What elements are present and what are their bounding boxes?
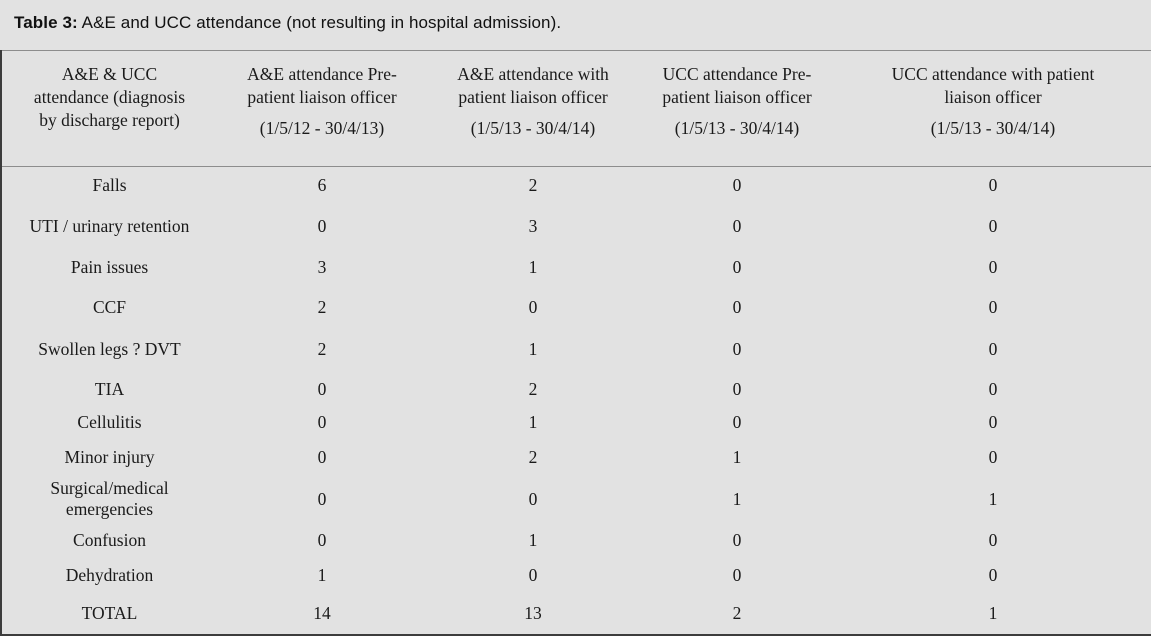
column-header-4: UCC attendance with patient liaison offi… <box>835 50 1151 167</box>
table-row: Falls 6 2 0 0 <box>2 167 1151 205</box>
table-row: Pain issues 3 1 0 0 <box>2 249 1151 288</box>
value-cell: 0 <box>732 338 742 359</box>
column-header-3: UCC attendance Pre- patient liaison offi… <box>639 50 835 167</box>
value-cell: 0 <box>317 446 327 467</box>
value-cell: 1 <box>528 257 538 278</box>
table-row: TIA 0 2 0 0 <box>2 372 1151 407</box>
table-row: CCF 2 0 0 0 <box>2 288 1151 328</box>
column-header-label: A&E attendance with patient liaison offi… <box>457 64 609 108</box>
value-cell: 2 <box>528 175 538 196</box>
value-cell: 0 <box>732 257 742 278</box>
value-cell: 6 <box>317 175 327 196</box>
diagnosis-cell: Falls <box>92 175 127 196</box>
value-cell: 14 <box>313 602 331 623</box>
caption-text: A&E and UCC attendance (not resulting in… <box>77 13 562 32</box>
value-cell: 0 <box>732 565 742 586</box>
value-cell: 1 <box>317 565 327 586</box>
column-header-period: (1/5/13 - 30/4/14) <box>470 118 596 139</box>
value-cell: 0 <box>732 529 742 550</box>
column-header-0: A&E & UCC attendance (diagnosis by disch… <box>2 50 217 167</box>
table-caption: Table 3: A&E and UCC attendance (not res… <box>0 0 1151 50</box>
diagnosis-cell: Swollen legs ? DVT <box>38 338 181 359</box>
table-row: Dehydration 1 0 0 0 <box>2 559 1151 593</box>
value-cell: 0 <box>988 257 998 278</box>
value-cell: 3 <box>528 215 538 236</box>
value-cell: 0 <box>988 529 998 550</box>
value-cell: 0 <box>732 411 742 432</box>
value-cell: 1 <box>732 446 742 467</box>
value-cell: 0 <box>988 446 998 467</box>
value-cell: 0 <box>988 175 998 196</box>
value-cell: 0 <box>988 565 998 586</box>
diagnosis-cell: Surgical/medical emergencies <box>50 477 169 520</box>
caption-label: Table 3: <box>14 13 78 32</box>
column-header-label: UCC attendance with patient liaison offi… <box>891 64 1095 108</box>
table-row: Minor injury 0 2 1 0 <box>2 438 1151 477</box>
value-cell: 1 <box>528 529 538 550</box>
diagnosis-cell: Confusion <box>73 529 146 550</box>
value-cell: 1 <box>988 488 998 509</box>
value-cell: 13 <box>524 602 542 623</box>
value-cell: 0 <box>528 296 538 317</box>
value-cell: 0 <box>528 488 538 509</box>
value-cell: 1 <box>528 338 538 359</box>
value-cell: 2 <box>317 338 327 359</box>
table-row: UTI / urinary retention 0 3 0 0 <box>2 205 1151 249</box>
table-row: Surgical/medical emergencies 0 0 1 1 <box>2 477 1151 522</box>
column-header-2: A&E attendance with patient liaison offi… <box>427 50 639 167</box>
value-cell: 0 <box>988 296 998 317</box>
value-cell: 0 <box>317 488 327 509</box>
diagnosis-cell: Pain issues <box>70 257 149 278</box>
value-cell: 0 <box>988 378 998 399</box>
value-cell: 0 <box>317 378 327 399</box>
value-cell: 1 <box>988 602 998 623</box>
value-cell: 0 <box>732 296 742 317</box>
column-header-label: UCC attendance Pre- patient liaison offi… <box>662 64 812 108</box>
value-cell: 0 <box>317 411 327 432</box>
value-cell: 1 <box>732 488 742 509</box>
diagnosis-cell: Cellulitis <box>77 411 142 432</box>
value-cell: 0 <box>988 215 998 236</box>
table-body: Falls 6 2 0 0 UTI / urinary retention 0 3 0 0 Pain… <box>2 167 1151 636</box>
table-row: Swollen legs ? DVT 2 1 0 0 <box>2 328 1151 372</box>
value-cell: 1 <box>528 411 538 432</box>
column-header-label: A&E & UCC attendance (diagnosis by disch… <box>33 64 186 131</box>
column-header-period: (1/5/13 - 30/4/14) <box>674 118 800 139</box>
column-header-period: (1/5/13 - 30/4/14) <box>930 118 1056 139</box>
table-row: TOTAL 14 13 2 1 <box>2 593 1151 635</box>
value-cell: 2 <box>528 446 538 467</box>
value-cell: 0 <box>732 175 742 196</box>
column-header-label: A&E attendance Pre- patient liaison offi… <box>247 64 397 108</box>
value-cell: 0 <box>732 215 742 236</box>
column-header-period: (1/5/12 - 30/4/13) <box>259 118 385 139</box>
table-row: Confusion 0 1 0 0 <box>2 522 1151 559</box>
diagnosis-cell: UTI / urinary retention <box>29 215 190 236</box>
diagnosis-cell: TOTAL <box>81 602 138 623</box>
value-cell: 0 <box>732 378 742 399</box>
value-cell: 0 <box>317 215 327 236</box>
value-cell: 0 <box>317 529 327 550</box>
diagnosis-cell: TIA <box>94 378 125 399</box>
table-row: Cellulitis 0 1 0 0 <box>2 407 1151 438</box>
value-cell: 2 <box>317 296 327 317</box>
value-cell: 0 <box>528 565 538 586</box>
value-cell: 2 <box>732 602 742 623</box>
value-cell: 0 <box>988 338 998 359</box>
attendance-table: A&E & UCC attendance (diagnosis by disch… <box>2 50 1151 636</box>
value-cell: 0 <box>988 411 998 432</box>
value-cell: 2 <box>528 378 538 399</box>
diagnosis-cell: CCF <box>92 296 127 317</box>
diagnosis-cell: Dehydration <box>65 565 154 586</box>
table-frame: A&E & UCC attendance (diagnosis by disch… <box>0 50 1151 636</box>
column-header-1: A&E attendance Pre- patient liaison offi… <box>217 50 427 167</box>
diagnosis-cell: Minor injury <box>64 446 155 467</box>
header-row: A&E & UCC attendance (diagnosis by disch… <box>2 50 1151 167</box>
value-cell: 3 <box>317 257 327 278</box>
